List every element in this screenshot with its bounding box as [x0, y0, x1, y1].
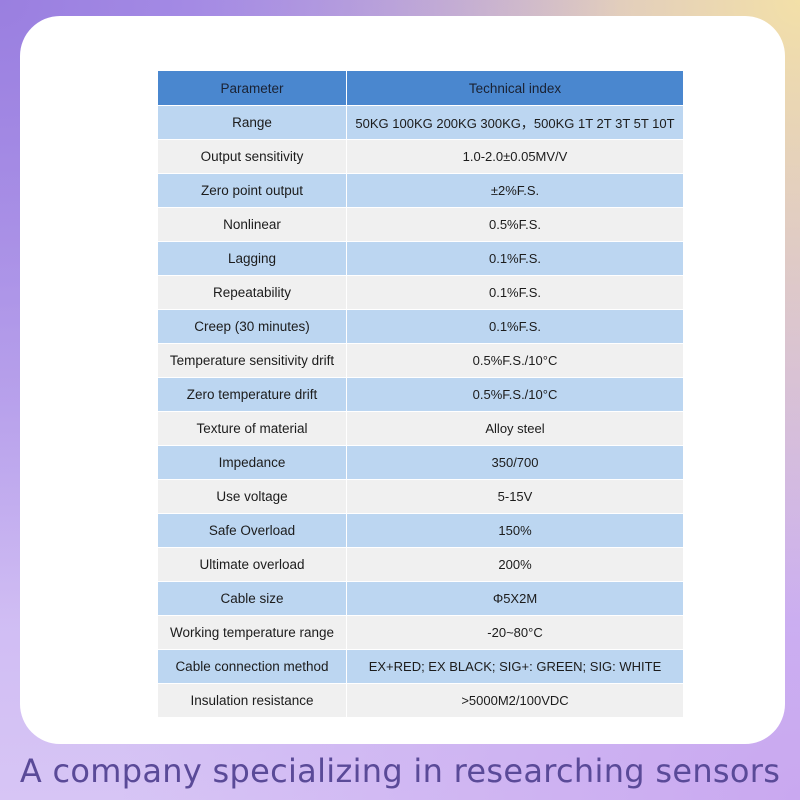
param-cell: Output sensitivity — [157, 139, 347, 174]
table-header-row: Parameter Technical index — [157, 70, 684, 106]
value-cell: 0.5%F.S. — [346, 207, 684, 242]
value-cell: 1.0-2.0±0.05MV/V — [346, 139, 684, 174]
value-cell: Alloy steel — [346, 411, 684, 446]
table-row: Safe Overload 150% — [157, 513, 684, 548]
value-cell: 0.1%F.S. — [346, 275, 684, 310]
value-cell: Φ5X2M — [346, 581, 684, 616]
header-parameter: Parameter — [157, 70, 347, 106]
value-cell: 0.1%F.S. — [346, 309, 684, 344]
table-row: Cable connection method EX+RED; EX BLACK;… — [157, 649, 684, 684]
param-cell: Safe Overload — [157, 513, 347, 548]
table-row: Zero temperature drift 0.5%F.S./10°C — [157, 377, 684, 412]
table-row: Impedance 350/700 — [157, 445, 684, 480]
value-cell: 0.5%F.S./10°C — [346, 377, 684, 412]
table-row: Range 50KG 100KG 200KG 300KG，500KG 1T 2T … — [157, 105, 684, 140]
value-cell: EX+RED; EX BLACK; SIG+: GREEN; SIG: WHIT… — [346, 649, 684, 684]
spec-table: Parameter Technical index Range 50KG 100K… — [157, 70, 684, 718]
param-cell: Repeatability — [157, 275, 347, 310]
table-row: Nonlinear 0.5%F.S. — [157, 207, 684, 242]
param-cell: Lagging — [157, 241, 347, 276]
company-tagline: A company specializing in researching se… — [19, 752, 781, 790]
spec-card: Parameter Technical index Range 50KG 100K… — [20, 16, 785, 744]
table-row: Insulation resistance >5000M2/100VDC — [157, 683, 684, 718]
param-cell: Cable connection method — [157, 649, 347, 684]
param-cell: Cable size — [157, 581, 347, 616]
table-row: Zero point output ±2%F.S. — [157, 173, 684, 208]
value-cell: -20~80°C — [346, 615, 684, 650]
param-cell: Zero temperature drift — [157, 377, 347, 412]
param-cell: Working temperature range — [157, 615, 347, 650]
table-row: Creep (30 minutes) 0.1%F.S. — [157, 309, 684, 344]
header-technical-index: Technical index — [346, 70, 684, 106]
value-cell: 5-15V — [346, 479, 684, 514]
param-cell: Range — [157, 105, 347, 140]
table-row: Texture of material Alloy steel — [157, 411, 684, 446]
param-cell: Use voltage — [157, 479, 347, 514]
table-row: Lagging 0.1%F.S. — [157, 241, 684, 276]
value-cell: 200% — [346, 547, 684, 582]
param-cell: Temperature sensitivity drift — [157, 343, 347, 378]
value-cell: 150% — [346, 513, 684, 548]
table-row: Temperature sensitivity drift 0.5%F.S./10… — [157, 343, 684, 378]
param-cell: Nonlinear — [157, 207, 347, 242]
param-cell: Texture of material — [157, 411, 347, 446]
param-cell: Impedance — [157, 445, 347, 480]
table-row: Output sensitivity 1.0-2.0±0.05MV/V — [157, 139, 684, 174]
value-cell: 0.1%F.S. — [346, 241, 684, 276]
table-row: Cable size Φ5X2M — [157, 581, 684, 616]
value-cell: 350/700 — [346, 445, 684, 480]
table-row: Repeatability 0.1%F.S. — [157, 275, 684, 310]
value-cell: ±2%F.S. — [346, 173, 684, 208]
param-cell: Zero point output — [157, 173, 347, 208]
table-row: Working temperature range -20~80°C — [157, 615, 684, 650]
value-cell: 50KG 100KG 200KG 300KG，500KG 1T 2T 3T 5T… — [346, 105, 684, 140]
param-cell: Insulation resistance — [157, 683, 347, 718]
value-cell: >5000M2/100VDC — [346, 683, 684, 718]
param-cell: Ultimate overload — [157, 547, 347, 582]
table-row: Use voltage 5-15V — [157, 479, 684, 514]
value-cell: 0.5%F.S./10°C — [346, 343, 684, 378]
table-row: Ultimate overload 200% — [157, 547, 684, 582]
param-cell: Creep (30 minutes) — [157, 309, 347, 344]
